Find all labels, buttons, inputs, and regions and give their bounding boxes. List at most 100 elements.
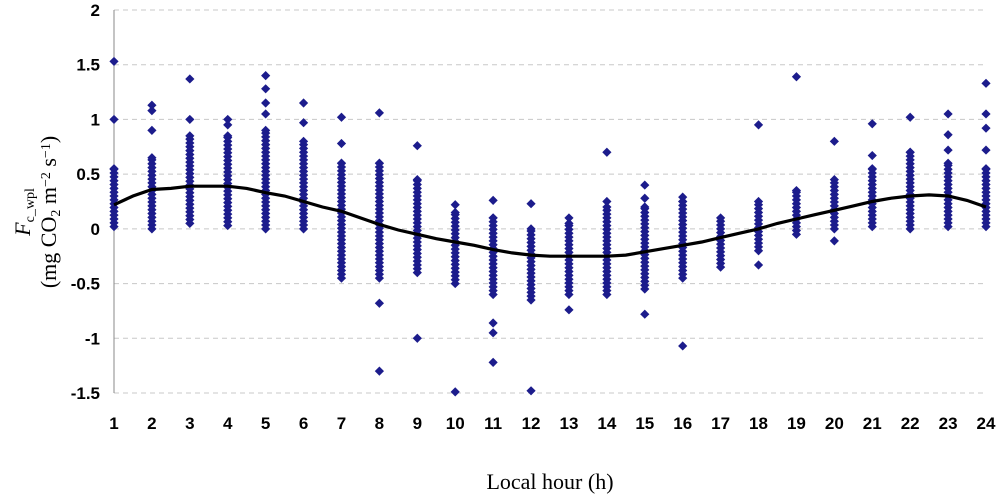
- scatter-point: [261, 84, 271, 94]
- scatter-point: [374, 298, 384, 308]
- scatter-point: [223, 120, 233, 130]
- scatter-point: [564, 218, 574, 228]
- scatter-point: [336, 112, 347, 122]
- grid-lines: [114, 9, 986, 394]
- scatter-point: [829, 236, 839, 246]
- x-tick-label: 5: [261, 414, 270, 433]
- scatter-point: [412, 141, 422, 151]
- scatter-point: [981, 123, 991, 133]
- y-axis-title: Fc_wpl: [10, 188, 38, 237]
- scatter-point: [829, 136, 839, 146]
- scatter-point: [488, 318, 498, 328]
- scatter-point: [336, 138, 347, 149]
- scatter-point: [867, 119, 877, 129]
- scatter-point: [147, 106, 157, 116]
- y-tick-label: -1: [85, 329, 100, 348]
- scatter-point: [109, 164, 119, 174]
- scatter-point: [261, 109, 271, 119]
- scatter-point: [564, 305, 574, 315]
- scatter-point: [564, 213, 574, 223]
- x-tick-label: 12: [522, 414, 541, 433]
- scatter-point: [602, 196, 612, 207]
- scatter-point: [109, 114, 119, 125]
- x-tick-label: 1: [109, 414, 118, 433]
- scatter-point: [488, 195, 498, 206]
- x-tick-label: 24: [977, 414, 996, 433]
- scatter-point: [374, 158, 384, 168]
- x-tick-label: 22: [901, 414, 920, 433]
- scatter-point: [147, 100, 157, 110]
- x-tick-label: 11: [484, 414, 502, 433]
- scatter-point: [678, 192, 688, 202]
- x-tick-label: 23: [939, 414, 958, 433]
- scatter-point: [678, 341, 688, 351]
- x-tick-label: 13: [559, 414, 578, 433]
- scatter-point: [298, 118, 309, 128]
- scatter-point: [753, 120, 764, 130]
- y-axis-symbol: F: [10, 222, 35, 237]
- y-axis-units-prefix: (mg CO: [36, 217, 61, 289]
- scatter-point: [526, 386, 536, 396]
- scatter-point: [488, 328, 498, 338]
- scatter-point: [640, 309, 650, 319]
- x-tick-label: 19: [787, 414, 806, 433]
- y-axis-symbol-sub: c_wpl: [23, 188, 38, 222]
- y-tick-label: 2: [91, 1, 100, 20]
- scatter-point: [185, 114, 195, 125]
- scatter-point: [261, 125, 271, 135]
- scatter-point: [640, 180, 650, 190]
- scatter-point: [185, 131, 195, 141]
- scatter-point: [981, 164, 991, 174]
- mean-fit-line: [113, 184, 987, 258]
- x-tick-label: 2: [147, 414, 156, 433]
- scatter-point: [109, 56, 119, 67]
- scatter-point: [298, 98, 309, 108]
- scatter-point: [223, 131, 233, 141]
- y-axis-units-s-sup: −1: [39, 143, 54, 158]
- scatter-point: [412, 333, 422, 343]
- scatter-point: [943, 109, 953, 119]
- scatter-point: [905, 112, 915, 122]
- scatter-point: [981, 109, 991, 119]
- scatter-point: [147, 125, 157, 135]
- scatter-point: [791, 185, 802, 196]
- scatter-point: [526, 199, 536, 209]
- x-tick-label: 18: [749, 414, 768, 433]
- scatter-point: [450, 207, 460, 218]
- x-tick-label: 4: [223, 414, 233, 433]
- y-tick-label: 0.5: [76, 165, 100, 184]
- scatter-point: [753, 196, 764, 207]
- scatter-point: [981, 145, 991, 155]
- x-tick-label: 7: [337, 414, 346, 433]
- y-axis-units-s: s: [36, 158, 61, 172]
- x-tick-label: 3: [185, 414, 194, 433]
- scatter-point: [943, 130, 953, 140]
- scatter-point: [412, 175, 422, 185]
- scatter-point: [185, 74, 195, 84]
- scatter-point: [829, 175, 839, 185]
- y-tick-labels: 2 1.5 1 0.5 0 -0.5 -1 -1.5: [71, 1, 100, 403]
- scatter-point: [374, 108, 384, 118]
- x-tick-label: 9: [413, 414, 422, 433]
- scatter-point: [526, 224, 536, 234]
- scatter-point: [261, 71, 271, 81]
- x-tick-label: 6: [299, 414, 308, 433]
- scatter-point: [450, 387, 460, 397]
- x-tick-labels: 1 2 3 4 5 6 7 8 9 10 11 12 13 14 15 16 17 18 19 20 21 22 23 24: [109, 414, 996, 433]
- scatter-point: [753, 260, 764, 270]
- y-axis-units-co2-sub: 2: [49, 210, 64, 217]
- y-axis-units-suffix: ): [36, 136, 61, 143]
- scatter-point: [867, 164, 877, 174]
- x-axis-title: Local hour (h): [486, 469, 613, 494]
- scatter-point: [716, 213, 726, 223]
- scatter-point: [981, 78, 991, 88]
- x-tick-label: 10: [446, 414, 465, 433]
- y-tick-label: -0.5: [71, 275, 100, 294]
- scatter-point: [298, 136, 309, 146]
- x-tick-label: 8: [375, 414, 384, 433]
- x-tick-label: 21: [863, 414, 882, 433]
- y-tick-label: -1.5: [71, 384, 100, 403]
- scatter-point: [602, 147, 612, 157]
- x-tick-label: 16: [673, 414, 692, 433]
- y-tick-label: 1: [91, 110, 100, 129]
